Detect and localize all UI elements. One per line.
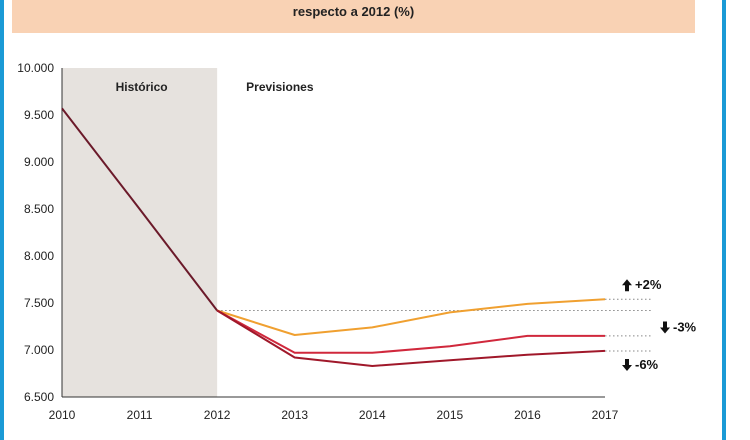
y-tick-label: 8.500	[24, 202, 54, 216]
change-annotation: +2%	[635, 277, 662, 292]
frame-border-right	[722, 0, 726, 440]
x-tick-label: 2014	[359, 408, 386, 422]
x-tick-label: 2012	[204, 408, 231, 422]
frame-border-left	[0, 0, 4, 440]
y-tick-label: 7.000	[24, 343, 54, 357]
y-tick-label: 10.000	[17, 61, 54, 75]
y-tick-label: 9.000	[24, 155, 54, 169]
x-tick-label: 2015	[437, 408, 464, 422]
x-tick-label: 2011	[127, 408, 153, 422]
historic-series-line	[61, 107, 218, 312]
y-tick-label: 8.000	[24, 249, 54, 263]
arrow-down-icon	[660, 321, 670, 334]
x-tick-label: 2016	[514, 408, 541, 422]
arrow-down-icon	[622, 358, 632, 371]
chart-subtitle: respecto a 2012 (%)	[292, 4, 415, 19]
y-tick-label: 6.500	[24, 390, 54, 404]
title-banner: respecto a 2012 (%)	[12, 0, 695, 33]
x-tick-label: 2017	[592, 408, 619, 422]
x-tick-label: 2013	[281, 408, 308, 422]
arrow-up-icon	[622, 279, 632, 292]
change-annotation: -6%	[635, 357, 659, 372]
change-annotation: -3%	[673, 319, 697, 334]
forecast-series-line	[216, 309, 605, 354]
region-label-historic: Histórico	[116, 80, 168, 94]
y-tick-label: 7.500	[24, 296, 54, 310]
forecast-series-line	[216, 309, 606, 367]
y-tick-label: 9.500	[24, 108, 54, 122]
forecast-series-line	[216, 298, 606, 336]
x-tick-label: 2010	[49, 408, 76, 422]
historic-region	[62, 68, 218, 397]
region-label-forecast: Previsiones	[246, 80, 314, 94]
